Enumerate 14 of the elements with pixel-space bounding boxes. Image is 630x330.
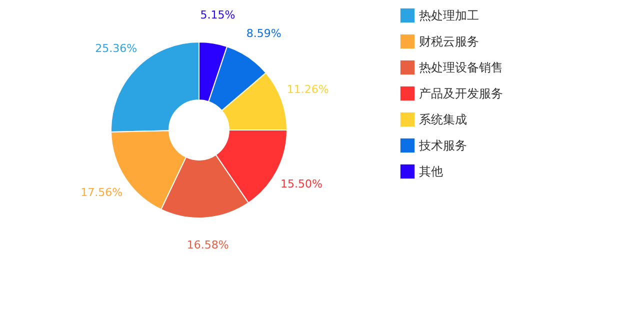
legend-label: 系统集成 [419,112,467,126]
legend-label: 热处理设备销售 [419,60,503,74]
legend-label: 技术服务 [418,138,467,152]
data-label: 8.59% [246,26,282,40]
legend-label: 产品及开发服务 [419,86,503,100]
data-label: 16.58% [186,238,229,252]
legend-label: 其他 [419,164,443,178]
data-label: 15.50% [280,177,322,190]
data-label: 11.26% [286,82,329,96]
data-label: 25.36% [95,42,138,55]
legend-label: 热处理加工 [419,8,479,22]
data-label: 5.15% [200,8,236,22]
data-label: 17.56% [80,186,123,200]
legend-label: 财税云服务 [419,34,479,48]
